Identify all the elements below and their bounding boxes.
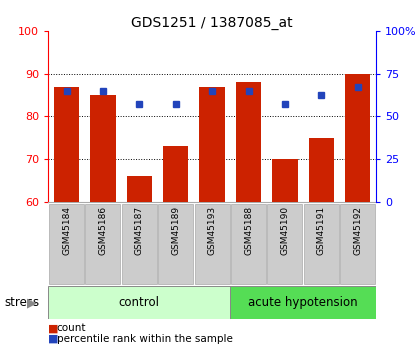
Text: GSM45186: GSM45186 <box>98 206 108 255</box>
Bar <box>309 138 334 202</box>
Bar <box>85 204 121 284</box>
Bar <box>272 159 298 202</box>
Text: count: count <box>57 324 86 333</box>
Text: GSM45190: GSM45190 <box>281 206 289 255</box>
Text: ■: ■ <box>48 334 59 344</box>
Bar <box>200 87 225 202</box>
Bar <box>345 74 370 202</box>
Text: GSM45191: GSM45191 <box>317 206 326 255</box>
Text: control: control <box>119 296 160 309</box>
Bar <box>268 204 302 284</box>
Bar <box>340 204 375 284</box>
Text: acute hypotension: acute hypotension <box>248 296 358 309</box>
Text: GSM45192: GSM45192 <box>353 206 362 255</box>
Text: ▶: ▶ <box>27 296 37 309</box>
Text: GSM45184: GSM45184 <box>62 206 71 255</box>
Text: GSM45189: GSM45189 <box>171 206 180 255</box>
Bar <box>163 146 189 202</box>
Bar <box>90 95 116 202</box>
Bar <box>231 204 266 284</box>
Text: GSM45188: GSM45188 <box>244 206 253 255</box>
Title: GDS1251 / 1387085_at: GDS1251 / 1387085_at <box>131 16 293 30</box>
Bar <box>122 204 157 284</box>
Bar <box>230 286 376 319</box>
Bar <box>236 82 261 202</box>
Bar <box>126 176 152 202</box>
Bar <box>54 87 79 202</box>
Bar <box>48 286 230 319</box>
Bar <box>194 204 230 284</box>
Bar <box>49 204 84 284</box>
Text: GSM45193: GSM45193 <box>207 206 217 255</box>
Text: stress: stress <box>4 296 39 309</box>
Bar <box>304 204 339 284</box>
Text: percentile rank within the sample: percentile rank within the sample <box>57 334 233 344</box>
Bar <box>158 204 193 284</box>
Text: ■: ■ <box>48 324 59 333</box>
Text: GSM45187: GSM45187 <box>135 206 144 255</box>
